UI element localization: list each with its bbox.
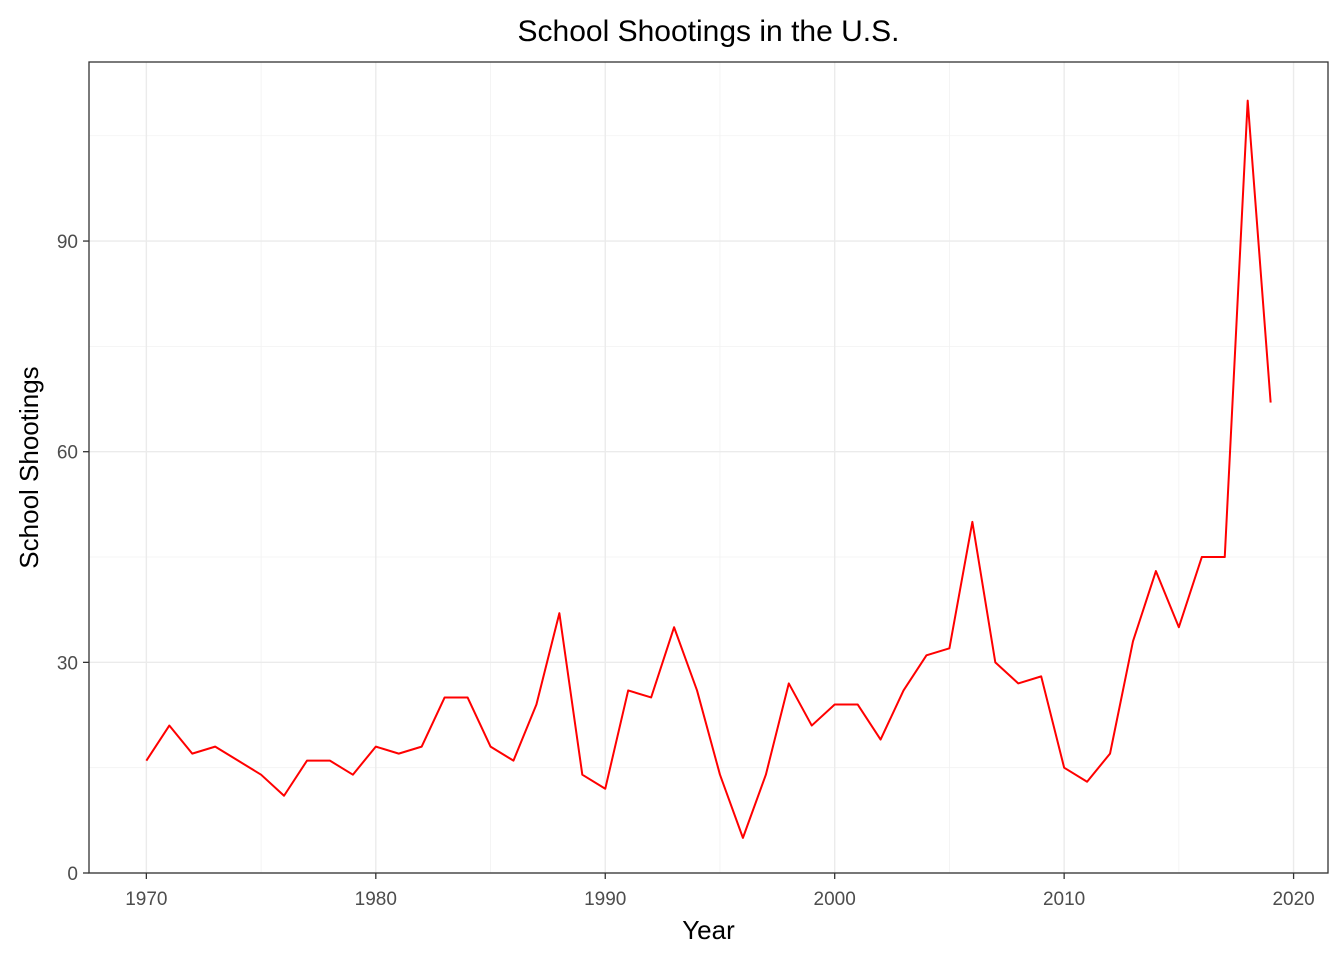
x-tick-label: 1980	[355, 889, 397, 910]
y-tick-label: 30	[57, 653, 78, 674]
x-tick-label: 1990	[584, 889, 626, 910]
axis-ticks: 1970 1980 1990 2000 2010 2020 0 30 60 90	[57, 232, 1315, 910]
y-tick-label: 60	[57, 443, 78, 464]
x-tick-label: 2000	[814, 889, 856, 910]
grid	[89, 62, 1328, 874]
y-axis-title: School Shootings	[14, 366, 44, 568]
series-layer	[145, 99, 1272, 839]
x-tick-label: 2020	[1272, 889, 1314, 910]
x-tick-label: 2010	[1043, 889, 1085, 910]
x-axis-title: Year	[682, 915, 735, 945]
y-tick-label: 0	[67, 864, 78, 885]
chart-title: School Shootings in the U.S.	[518, 15, 900, 48]
x-tick-label: 1970	[125, 889, 167, 910]
plot-panel-border	[88, 61, 1329, 874]
series-line	[145, 99, 1272, 839]
y-tick-label: 90	[57, 232, 78, 253]
